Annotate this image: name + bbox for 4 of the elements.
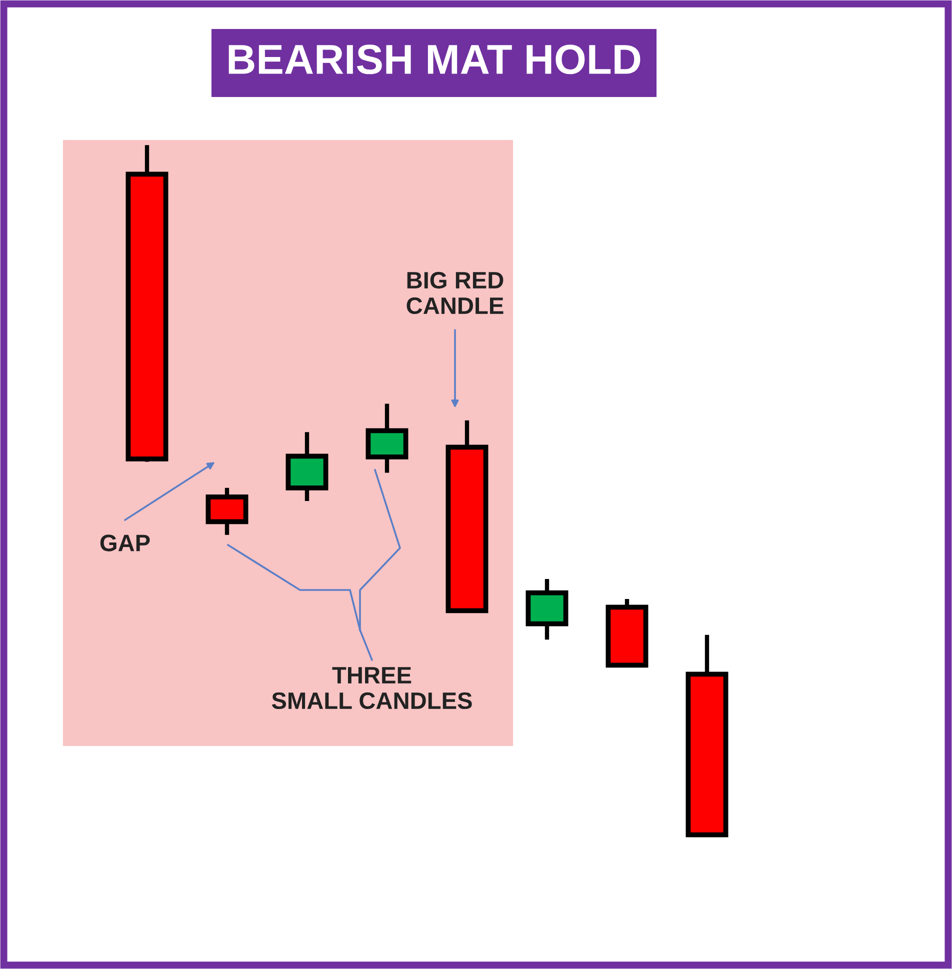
chart-title: BEARISH MAT HOLD	[228, 44, 640, 74]
annotation: BIG RED CANDLE	[406, 272, 504, 314]
annotation: GAP	[100, 534, 150, 552]
annotation: THREE SMALL CANDLES	[272, 667, 472, 710]
